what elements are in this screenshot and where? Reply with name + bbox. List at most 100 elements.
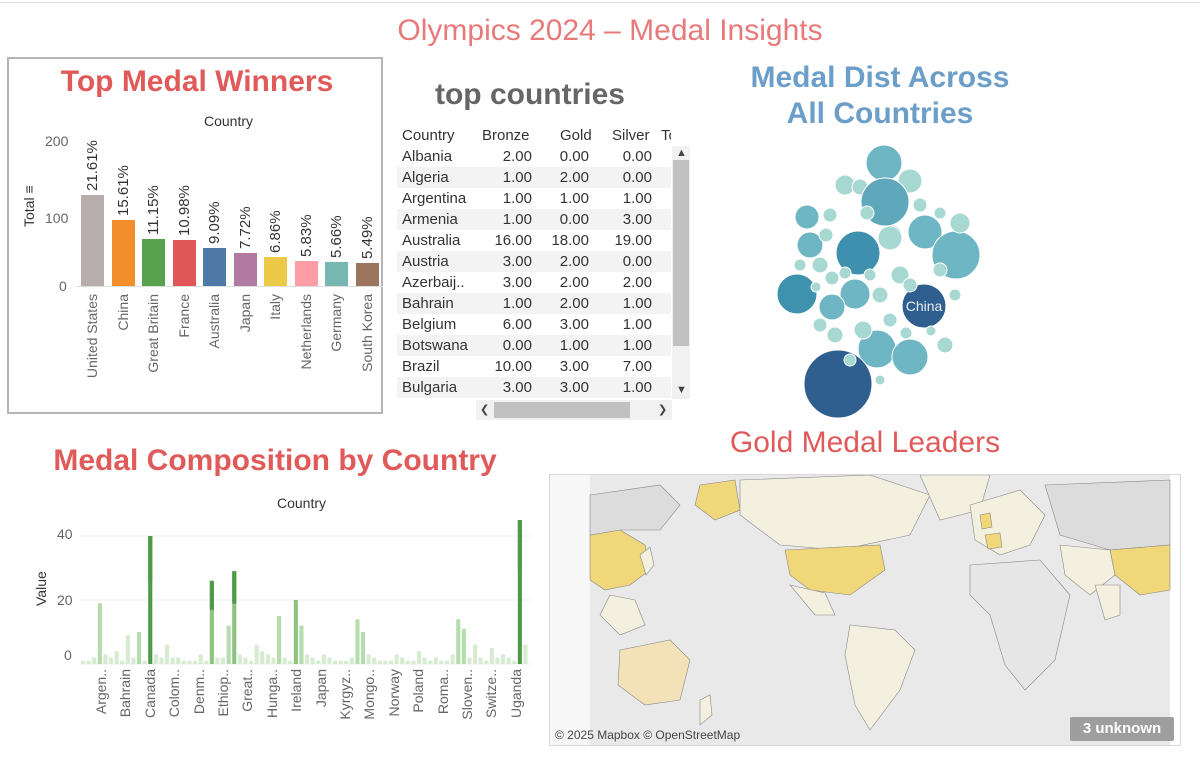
composition-bar[interactable] (344, 660, 349, 664)
country-bubble[interactable] (843, 353, 857, 367)
table-row[interactable]: Belgium 6.00 3.00 1.00 (397, 314, 671, 335)
composition-bar[interactable] (338, 660, 343, 664)
table-row[interactable]: Bahrain 1.00 2.00 1.00 (397, 293, 671, 314)
composition-bar[interactable] (97, 603, 102, 664)
bar-australia[interactable] (203, 247, 226, 286)
composition-bar[interactable] (349, 657, 354, 664)
composition-bar[interactable] (372, 657, 377, 664)
country-bubble[interactable] (839, 278, 871, 310)
composition-bar[interactable] (226, 625, 231, 664)
composition-bar[interactable] (92, 657, 97, 664)
scroll-right-icon[interactable]: ❯ (658, 404, 668, 416)
country-bubble[interactable] (803, 349, 873, 419)
composition-bar[interactable] (153, 654, 158, 664)
composition-bar[interactable] (321, 654, 326, 664)
top-winners-panel[interactable]: Top Medal Winners Country Total ≡ 200 10… (7, 57, 383, 414)
col-header-silver[interactable]: Silver (612, 127, 650, 144)
composition-bar[interactable] (366, 654, 371, 664)
composition-bar[interactable] (394, 654, 399, 664)
country-bubble[interactable] (932, 262, 948, 278)
composition-bar[interactable] (389, 660, 394, 664)
country-bubble[interactable] (871, 286, 889, 304)
map-attribution[interactable]: © 2025 Mapbox © OpenStreetMap (555, 728, 741, 742)
country-bubble[interactable] (877, 225, 903, 251)
map-country-australia[interactable] (617, 639, 691, 706)
country-bubble[interactable] (936, 336, 954, 354)
map-country-mexico[interactable] (789, 584, 836, 616)
country-bubble[interactable] (794, 204, 820, 230)
country-bubble[interactable] (863, 268, 877, 282)
composition-bar[interactable] (86, 660, 91, 664)
composition-bar-gold-segment[interactable] (209, 580, 214, 610)
map-country-new-zealand[interactable] (699, 694, 713, 726)
composition-bar[interactable] (467, 657, 472, 664)
country-bubble[interactable] (899, 326, 913, 340)
country-bubble[interactable] (912, 197, 928, 213)
composition-bar[interactable] (215, 657, 220, 664)
country-bubble[interactable] (948, 288, 962, 302)
composition-bar[interactable] (484, 660, 489, 664)
composition-bar[interactable] (137, 632, 142, 664)
composition-bar[interactable] (221, 657, 226, 664)
top-winners-chart[interactable]: 21.61% United States 15.61% China 11.15% Grea… (9, 59, 385, 416)
country-bubble[interactable] (859, 205, 875, 221)
country-bubble[interactable] (890, 265, 910, 285)
composition-bar[interactable] (142, 660, 147, 664)
map-country-usa[interactable] (784, 544, 886, 596)
composition-bar[interactable] (478, 657, 483, 664)
composition-bar[interactable] (181, 660, 186, 664)
composition-bar-gold-segment[interactable] (232, 571, 237, 604)
composition-bar[interactable] (265, 654, 270, 664)
country-bubble[interactable] (793, 258, 807, 272)
composition-bar[interactable] (187, 660, 192, 664)
table-vertical-scroll-thumb[interactable] (673, 160, 689, 346)
composition-chart[interactable] (80, 515, 530, 670)
composition-bar[interactable] (114, 651, 119, 664)
composition-bar[interactable] (288, 660, 293, 664)
map-country-russia-east[interactable] (589, 484, 681, 536)
composition-bar[interactable] (433, 657, 438, 664)
composition-bar[interactable] (327, 657, 332, 664)
country-bubble[interactable] (818, 293, 846, 321)
map-country-alaska[interactable] (694, 479, 741, 521)
country-bubble[interactable] (835, 230, 881, 276)
bar-south-korea[interactable] (355, 262, 379, 286)
composition-bar[interactable] (417, 651, 422, 664)
country-bubble[interactable] (826, 326, 844, 344)
country-bubble[interactable] (776, 273, 818, 315)
composition-bar[interactable] (506, 657, 511, 664)
country-bubble[interactable] (907, 214, 943, 250)
bar-united-states[interactable] (81, 194, 104, 286)
composition-bar[interactable] (243, 657, 248, 664)
country-bubble[interactable] (874, 374, 886, 386)
composition-bar[interactable] (237, 654, 242, 664)
composition-bar[interactable] (159, 657, 164, 664)
map-region-southeast-asia[interactable] (599, 594, 646, 636)
bar-japan[interactable] (233, 253, 257, 286)
composition-bar[interactable] (165, 644, 170, 664)
scroll-up-icon[interactable]: ▲ (676, 147, 687, 159)
composition-bar[interactable] (232, 571, 237, 664)
composition-bar[interactable] (517, 520, 522, 664)
table-row[interactable]: Brazil 10.00 3.00 7.00 (397, 356, 671, 377)
map-country-india[interactable] (1094, 584, 1121, 621)
composition-bar[interactable] (293, 600, 298, 664)
country-bubble[interactable] (812, 317, 828, 333)
medal-dist-bubble-chart[interactable]: China (760, 135, 1000, 425)
composition-bar[interactable] (439, 660, 444, 664)
country-bubble[interactable] (933, 206, 947, 220)
top-countries-table[interactable]: Country Bronze Gold Silver To Albania 2.0… (397, 125, 689, 420)
country-bubble[interactable] (838, 266, 852, 280)
bar-germany[interactable] (325, 262, 348, 286)
composition-bar[interactable] (383, 660, 388, 664)
unknown-locations-badge[interactable]: 3 unknown (1070, 717, 1174, 741)
map-country-china[interactable] (589, 529, 651, 591)
composition-bar[interactable] (501, 654, 506, 664)
scroll-down-icon[interactable]: ▼ (676, 384, 687, 396)
composition-bar[interactable] (523, 644, 528, 664)
composition-bar-gold-segment[interactable] (517, 520, 522, 571)
composition-bar[interactable] (400, 657, 405, 664)
composition-bar[interactable] (411, 660, 416, 664)
map-country-japan[interactable] (639, 546, 655, 576)
gold-medal-map[interactable] (549, 474, 1181, 746)
